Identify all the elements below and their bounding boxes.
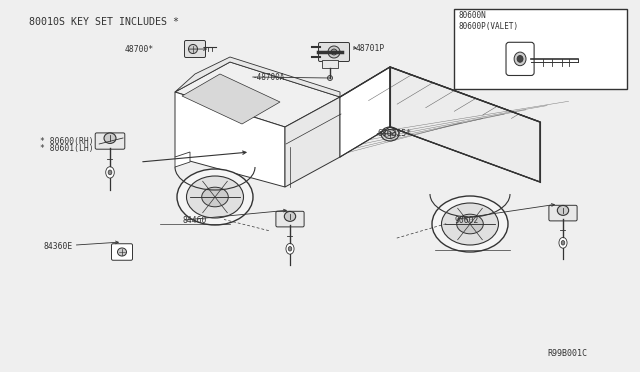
Text: 48700*: 48700* (125, 45, 154, 54)
Text: 48701P: 48701P (355, 44, 385, 53)
Polygon shape (285, 97, 340, 187)
Polygon shape (175, 57, 340, 97)
Ellipse shape (106, 167, 115, 178)
Ellipse shape (328, 76, 333, 80)
Ellipse shape (108, 170, 112, 175)
Ellipse shape (384, 129, 396, 138)
FancyBboxPatch shape (549, 205, 577, 221)
FancyBboxPatch shape (95, 133, 125, 149)
Text: 90602: 90602 (454, 216, 479, 225)
Text: 84360E: 84360E (44, 242, 73, 251)
Text: 80010S KEY SET INCLUDES *: 80010S KEY SET INCLUDES * (29, 17, 179, 27)
Polygon shape (175, 152, 190, 167)
Ellipse shape (517, 55, 523, 62)
Ellipse shape (286, 243, 294, 254)
Ellipse shape (557, 205, 569, 215)
Ellipse shape (328, 46, 340, 58)
Ellipse shape (442, 203, 499, 245)
Ellipse shape (189, 44, 198, 54)
FancyBboxPatch shape (276, 211, 304, 227)
Text: -48700A: -48700A (253, 73, 285, 81)
Text: 80600N
80600P(VALET): 80600N 80600P(VALET) (458, 11, 518, 31)
Ellipse shape (202, 187, 228, 207)
Ellipse shape (432, 196, 508, 252)
Ellipse shape (381, 127, 399, 141)
Ellipse shape (284, 211, 296, 221)
Ellipse shape (118, 248, 127, 256)
Ellipse shape (288, 247, 292, 251)
Polygon shape (390, 67, 540, 182)
Text: 84460: 84460 (182, 216, 207, 225)
Ellipse shape (457, 214, 483, 234)
Ellipse shape (514, 52, 526, 66)
Ellipse shape (186, 176, 243, 218)
Text: 686325*: 686325* (378, 129, 412, 138)
Ellipse shape (104, 133, 116, 144)
Bar (322, 60, 338, 68)
Ellipse shape (561, 241, 564, 245)
Ellipse shape (559, 237, 567, 248)
Bar (454, 9, 627, 89)
FancyBboxPatch shape (319, 42, 349, 61)
Text: * 80600(RH): * 80600(RH) (40, 137, 93, 146)
Polygon shape (340, 67, 540, 152)
FancyBboxPatch shape (506, 42, 534, 76)
Ellipse shape (177, 169, 253, 225)
Ellipse shape (331, 49, 337, 55)
Text: * 80601(LH): * 80601(LH) (40, 144, 93, 153)
FancyBboxPatch shape (184, 41, 205, 58)
Polygon shape (340, 67, 390, 157)
Polygon shape (175, 92, 285, 187)
Text: R99B001C: R99B001C (547, 349, 588, 358)
Polygon shape (175, 62, 340, 127)
Polygon shape (182, 74, 280, 124)
FancyBboxPatch shape (111, 244, 132, 260)
